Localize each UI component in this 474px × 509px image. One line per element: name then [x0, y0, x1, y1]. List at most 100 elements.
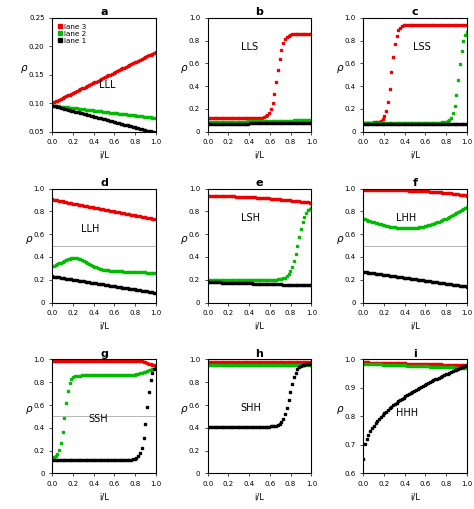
- lane 2: [76, 373, 82, 379]
- Line: lane 3: lane 3: [206, 195, 313, 204]
- lane 1: [387, 272, 392, 278]
- lane 1: [360, 121, 366, 127]
- Title: f: f: [412, 178, 418, 188]
- lane 3: [238, 359, 244, 365]
- lane 1: [82, 278, 88, 285]
- lane 1: [390, 403, 396, 409]
- Title: i: i: [413, 349, 417, 359]
- lane 1: [67, 107, 73, 113]
- lane 1: [235, 423, 240, 430]
- lane 3: [76, 87, 82, 93]
- lane 1: [205, 423, 210, 430]
- X-axis label: i/L: i/L: [99, 493, 109, 501]
- lane 2: [378, 120, 383, 126]
- lane 1: [222, 423, 228, 430]
- lane 1: [238, 121, 244, 127]
- lane 3: [270, 359, 275, 365]
- lane 3: [84, 83, 90, 89]
- Title: e: e: [256, 178, 263, 188]
- lane 3: [114, 68, 120, 74]
- lane 2: [84, 373, 90, 379]
- lane 1: [240, 423, 246, 430]
- lane 1: [240, 121, 246, 127]
- lane 2: [235, 361, 240, 367]
- lane 3: [235, 115, 240, 121]
- lane 2: [76, 106, 82, 112]
- lane 2: [238, 277, 244, 283]
- Text: LSH: LSH: [241, 213, 260, 222]
- lane 3: [270, 195, 275, 202]
- lane 3: [238, 194, 244, 200]
- lane 3: [464, 21, 470, 27]
- lane 2: [270, 276, 275, 282]
- lane 3: [84, 203, 90, 209]
- Line: lane 2: lane 2: [362, 362, 468, 369]
- lane 2: [153, 270, 159, 276]
- lane 1: [153, 364, 159, 371]
- lane 1: [49, 273, 55, 279]
- lane 3: [67, 200, 73, 206]
- lane 3: [76, 357, 82, 363]
- lane 3: [425, 188, 431, 194]
- lane 1: [238, 423, 244, 430]
- Line: lane 1: lane 1: [51, 366, 157, 461]
- lane 2: [464, 205, 470, 211]
- lane 1: [395, 274, 401, 280]
- Line: lane 1: lane 1: [206, 363, 313, 428]
- lane 2: [72, 255, 78, 261]
- lane 3: [153, 362, 159, 369]
- Line: lane 2: lane 2: [362, 206, 468, 230]
- lane 3: [84, 357, 90, 363]
- lane 3: [231, 359, 237, 365]
- lane 1: [394, 400, 400, 406]
- lane 1: [82, 111, 88, 118]
- lane 3: [222, 359, 228, 365]
- lane 1: [67, 276, 73, 282]
- lane 2: [86, 261, 92, 267]
- Title: h: h: [255, 349, 264, 359]
- lane 2: [394, 362, 400, 368]
- Line: lane 2: lane 2: [51, 367, 157, 458]
- lane 1: [153, 290, 159, 296]
- lane 2: [235, 277, 240, 283]
- lane 1: [240, 280, 246, 286]
- lane 2: [309, 117, 314, 123]
- lane 2: [270, 118, 275, 124]
- lane 2: [360, 120, 366, 126]
- lane 2: [79, 373, 85, 379]
- lane 3: [425, 361, 431, 367]
- lane 3: [114, 209, 120, 215]
- Text: LLH: LLH: [81, 224, 100, 234]
- Line: lane 3: lane 3: [51, 198, 157, 220]
- lane 3: [360, 187, 366, 193]
- X-axis label: i/L: i/L: [99, 322, 109, 331]
- lane 1: [270, 423, 275, 430]
- lane 3: [240, 359, 246, 365]
- lane 3: [378, 118, 383, 124]
- lane 2: [360, 361, 366, 367]
- lane 1: [394, 273, 400, 279]
- Y-axis label: $\rho$: $\rho$: [336, 63, 345, 75]
- Line: lane 3: lane 3: [362, 189, 468, 197]
- lane 1: [270, 281, 275, 287]
- X-axis label: i/L: i/L: [99, 151, 109, 160]
- Line: lane 3: lane 3: [51, 51, 157, 104]
- lane 3: [235, 193, 240, 200]
- lane 3: [464, 192, 470, 199]
- lane 3: [82, 83, 88, 90]
- lane 1: [425, 380, 431, 386]
- lane 2: [238, 119, 244, 125]
- X-axis label: i/L: i/L: [410, 151, 420, 160]
- lane 3: [82, 203, 88, 209]
- lane 1: [390, 273, 396, 279]
- lane 1: [360, 269, 366, 275]
- lane 2: [81, 258, 87, 264]
- lane 1: [464, 362, 470, 368]
- Y-axis label: $\rho$: $\rho$: [20, 63, 29, 75]
- Line: lane 1: lane 1: [206, 281, 313, 287]
- lane 1: [360, 456, 366, 462]
- lane 3: [222, 115, 228, 121]
- lane 2: [77, 256, 83, 262]
- lane 2: [84, 107, 90, 113]
- lane 2: [395, 120, 401, 126]
